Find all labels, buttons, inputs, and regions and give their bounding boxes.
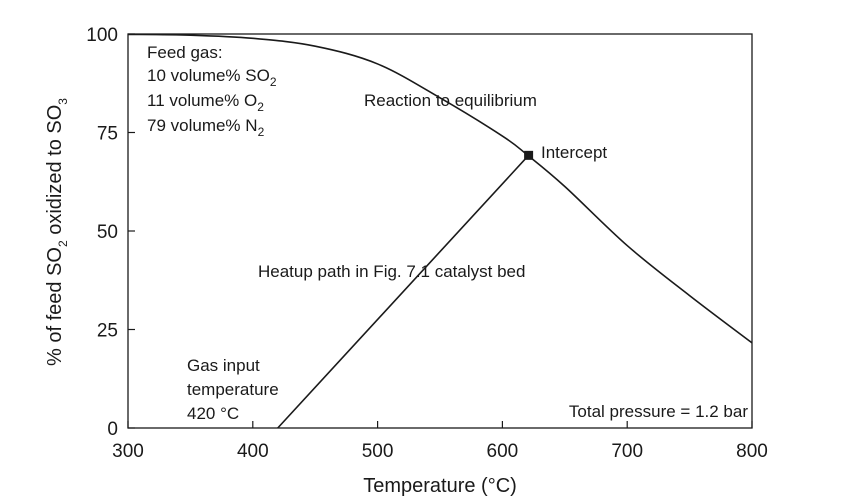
intercept-label: Intercept [541,143,607,162]
feed-gas-line-2: 11 volume% O2 [147,91,264,114]
y-axis-title-part-2: oxidized to SO [44,105,66,241]
gas-input-line-1: Gas input [187,356,260,375]
y-tick-label: 100 [86,25,118,46]
x-tick-label: 800 [736,441,768,462]
heatup-path-line [277,154,530,429]
x-axis-title: Temperature (°C) [363,475,517,497]
y-tick-label: 0 [107,419,118,440]
feed-gas-line-1-main: 10 volume% SO [147,66,270,85]
intercept-marker [524,150,534,160]
gas-input-line-2: temperature [187,380,279,399]
y-axis-title: % of feed SO2 oxidized to SO3 [44,98,70,366]
x-tick-label: 400 [237,441,269,462]
gas-input-line-3: 420 °C [187,404,239,423]
feed-gas-title: Feed gas: [147,43,223,62]
feed-gas-line-1-sub: 2 [270,75,277,89]
y-tick-label: 50 [97,222,118,243]
equilibrium-curve [127,33,753,344]
y-tick-label: 75 [97,124,118,145]
y-axis-title-sub-1: 2 [56,240,70,247]
feed-gas-line-3-sub: 2 [258,125,265,139]
feed-gas-line-1: 10 volume% SO2 [147,66,277,89]
pressure-label: Total pressure = 1.2 bar [569,402,748,421]
y-axis-title-sub-2: 3 [56,98,70,105]
x-tick-label: 700 [611,441,643,462]
feed-gas-line-2-sub: 2 [257,100,264,114]
x-ticks: 300 400 500 600 700 800 [112,421,768,462]
feed-gas-line-2-main: 11 volume% O [147,91,257,110]
x-tick-label: 500 [362,441,394,462]
heatup-label: Heatup path in Fig. 7.1 catalyst bed [258,262,525,281]
series-group [127,33,753,429]
y-axis-title-part-1: % of feed SO [44,247,66,366]
equilibrium-label: Reaction to equilibrium [364,91,537,110]
x-tick-label: 600 [487,441,519,462]
y-ticks: 0 25 50 75 100 [86,25,135,440]
y-tick-label: 25 [97,321,118,342]
feed-gas-line-3: 79 volume% N2 [147,116,265,139]
x-tick-label: 300 [112,441,144,462]
feed-gas-line-3-main: 79 volume% N [147,116,258,135]
